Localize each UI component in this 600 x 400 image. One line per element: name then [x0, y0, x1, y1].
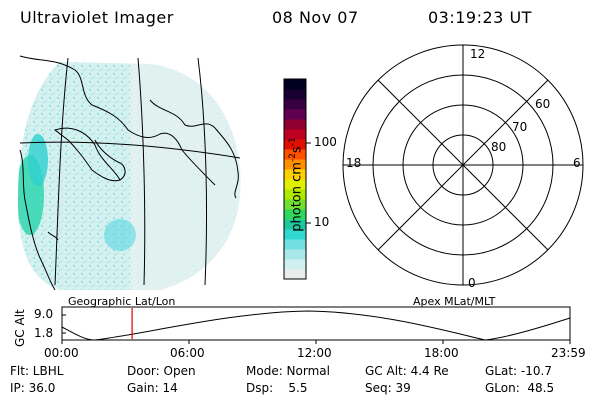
date-label: 08 Nov 07: [272, 8, 359, 27]
app-title: Ultraviolet Imager: [20, 8, 174, 27]
info-glon: GLon: 48.5: [485, 381, 555, 395]
info-seq: Seq: 39: [365, 381, 411, 395]
colorbar-cell: [284, 99, 306, 110]
colorbar-tick-label-10: 10: [314, 215, 330, 229]
colorbar-cell: [284, 179, 306, 190]
info-door: Door: Open: [127, 364, 196, 378]
altitude-ylabel: GC Alt: [13, 309, 27, 347]
colorbar-cell: [284, 129, 306, 140]
info-mode: Mode: Normal: [246, 364, 330, 378]
mlt-label-12: 12: [470, 47, 486, 61]
mlt-label-6: 6: [573, 156, 581, 170]
colorbar-cell: [284, 79, 306, 90]
colorbar-cell: [284, 149, 306, 160]
info-gc-alt: GC Alt: 4.4 Re: [365, 364, 449, 378]
time-tick-0000: 00:00: [44, 346, 79, 360]
time-tick-2359: 23:59: [551, 346, 586, 360]
colorbar-cell: [284, 229, 306, 240]
time-tick-1800: 18:00: [424, 346, 459, 360]
coastline: [94, 139, 126, 181]
info-glat: GLat: -10.7: [485, 364, 552, 378]
colorbar-cell: [284, 249, 306, 260]
colorbar-cell: [284, 199, 306, 210]
coastline: [149, 99, 239, 199]
colorbar-cell: [284, 239, 306, 250]
colorbar-cell: [284, 109, 306, 120]
altitude-tick-1-8: 1.8: [34, 326, 54, 340]
lat-label-80: 80: [491, 140, 507, 154]
colorbar-cell: [284, 89, 306, 100]
meridian-line: [54, 57, 69, 286]
colorbar-cell: [284, 169, 306, 180]
latitude-line: [19, 141, 241, 159]
altitude-tick-9: 9.0: [34, 307, 54, 321]
coastline: [19, 55, 216, 186]
time-tick-0600: 06:00: [170, 346, 205, 360]
info-ip: IP: 36.0: [10, 381, 56, 395]
meridian-line: [197, 57, 208, 286]
altitude-curve: [61, 310, 571, 341]
mlt-label-0: 0: [468, 276, 476, 290]
time-tick-1200: 12:00: [297, 346, 332, 360]
colorbar-tick-label-100: 100: [314, 135, 337, 149]
colorbar-cell: [284, 209, 306, 220]
info-dsp: Dsp: 5.5: [246, 381, 308, 395]
coastline: [53, 127, 121, 182]
colorbar-cell: [284, 219, 306, 230]
colorbar-cell: [284, 189, 306, 200]
info-flt: Flt: LBHL: [10, 364, 64, 378]
mlt-label-18: 18: [346, 156, 362, 170]
colorbar-cell: [284, 259, 306, 270]
coastline: [19, 149, 56, 291]
lat-label-70: 70: [512, 120, 528, 134]
colorbar-cell: [284, 159, 306, 170]
polar-panel-label: Apex MLat/MLT: [413, 295, 496, 308]
time-label: 03:19:23 UT: [428, 8, 532, 27]
geographic-panel-label: Geographic Lat/Lon: [68, 295, 176, 308]
lat-label-60: 60: [535, 97, 551, 111]
colorbar-cell: [284, 269, 306, 280]
coastline: [47, 231, 59, 241]
colorbar-cell: [284, 139, 306, 150]
info-gain: Gain: 14: [127, 381, 178, 395]
meridian-line: [137, 57, 146, 286]
colorbar-cell: [284, 119, 306, 130]
